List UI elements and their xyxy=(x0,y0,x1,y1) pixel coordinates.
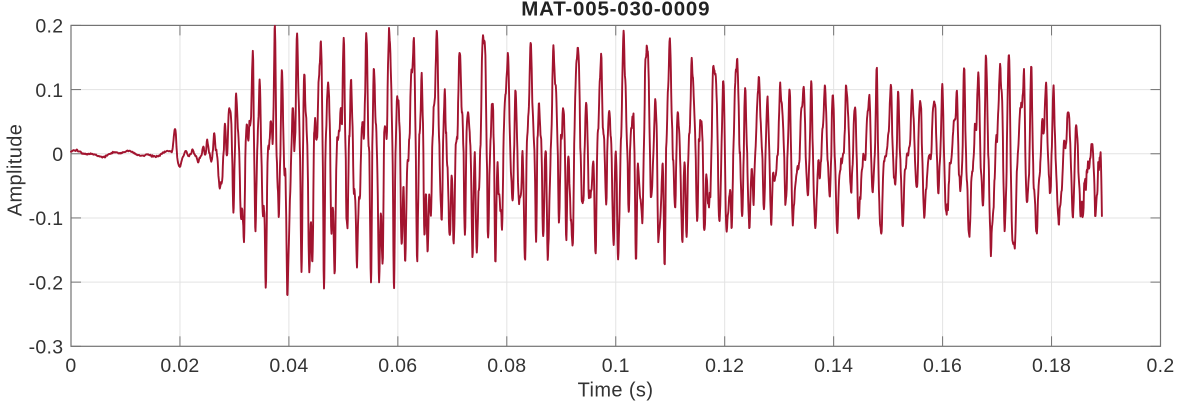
svg-text:0.1: 0.1 xyxy=(35,80,63,102)
svg-text:0.2: 0.2 xyxy=(35,16,63,38)
svg-text:0.06: 0.06 xyxy=(378,355,417,377)
svg-text:Time (s): Time (s) xyxy=(578,380,654,402)
svg-text:0.2: 0.2 xyxy=(1146,355,1174,377)
svg-text:-0.3: -0.3 xyxy=(29,337,64,359)
svg-text:-0.2: -0.2 xyxy=(29,272,64,294)
svg-text:-0.1: -0.1 xyxy=(29,208,64,230)
svg-text:0.16: 0.16 xyxy=(923,355,962,377)
svg-text:0.14: 0.14 xyxy=(814,355,853,377)
svg-text:0.04: 0.04 xyxy=(269,355,308,377)
svg-text:0.02: 0.02 xyxy=(160,355,199,377)
svg-text:0: 0 xyxy=(52,144,63,166)
svg-text:0.12: 0.12 xyxy=(705,355,744,377)
svg-text:Amplitude: Amplitude xyxy=(5,124,27,217)
svg-text:0.08: 0.08 xyxy=(487,355,526,377)
svg-text:MAT-005-030-0009: MAT-005-030-0009 xyxy=(521,0,710,21)
svg-text:0: 0 xyxy=(65,355,76,377)
svg-text:0.18: 0.18 xyxy=(1032,355,1071,377)
svg-text:0.1: 0.1 xyxy=(602,355,630,377)
